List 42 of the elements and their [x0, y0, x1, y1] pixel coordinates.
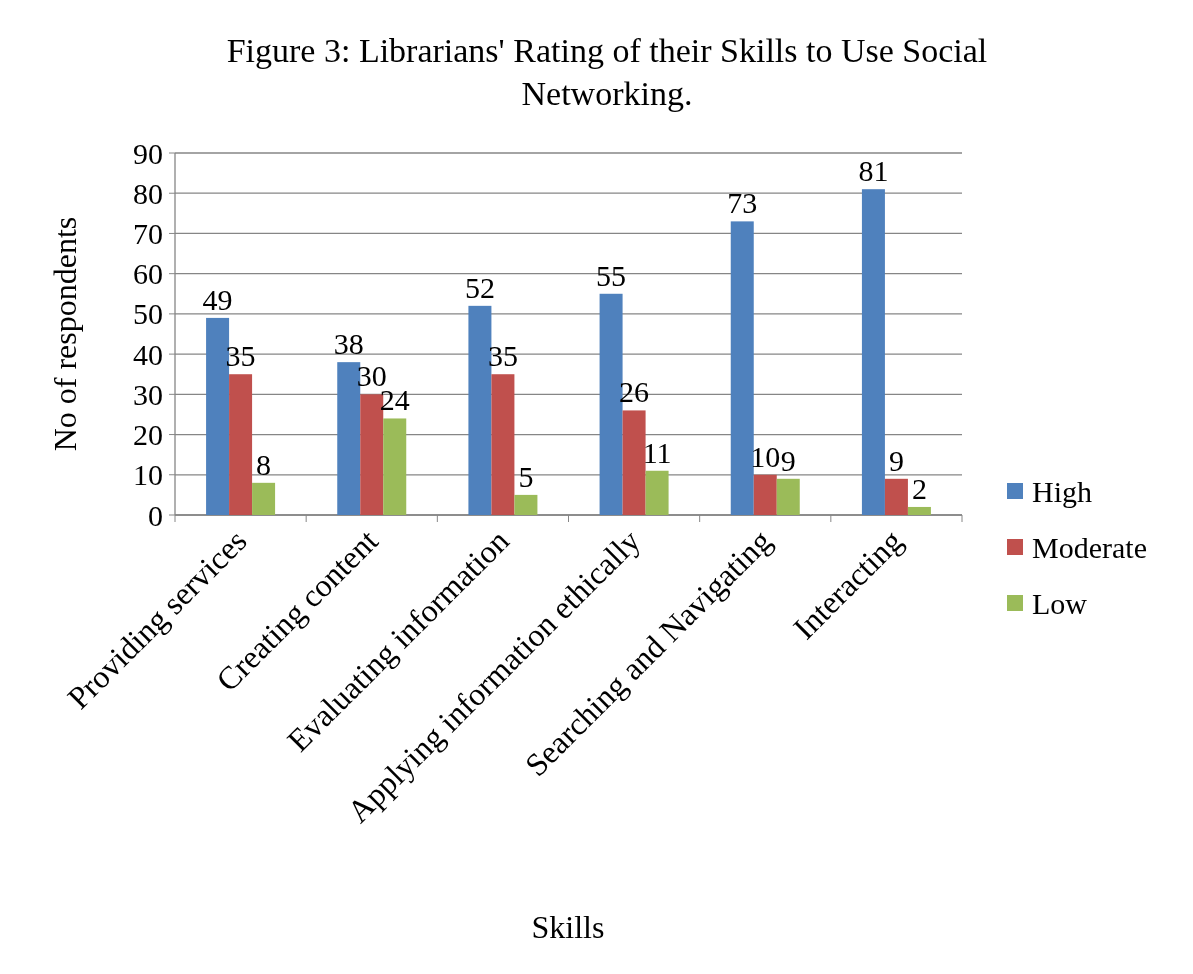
- y-tick-label: 0: [148, 498, 163, 532]
- bar: [383, 418, 407, 515]
- y-tick-label: 40: [133, 337, 163, 371]
- y-tick-label: 80: [133, 176, 163, 210]
- bar: [514, 494, 538, 515]
- x-axis-title: Skills: [531, 909, 605, 945]
- bar: [622, 410, 646, 515]
- legend-label: High: [1032, 474, 1092, 508]
- data-label: 10: [750, 439, 781, 473]
- data-label: 55: [596, 258, 627, 292]
- data-label: 81: [858, 154, 889, 188]
- data-label: 2: [911, 471, 927, 505]
- y-tick-label: 10: [133, 458, 163, 492]
- y-tick-label: 60: [133, 257, 163, 291]
- bar: [907, 506, 931, 515]
- chart-title: Figure 3: Librarians' Rating of their Skills to Use Social Networking.: [226, 32, 988, 112]
- legend-label: Moderate: [1032, 530, 1147, 564]
- bar: [730, 221, 754, 515]
- bar: [252, 482, 276, 515]
- bar: [776, 478, 800, 515]
- data-label: 52: [464, 270, 495, 304]
- y-tick-label: 30: [133, 377, 163, 411]
- y-axis-title: No of respondents: [47, 216, 83, 452]
- y-tick-label: 70: [133, 216, 163, 250]
- data-label: 11: [642, 435, 672, 469]
- bar: [491, 374, 515, 515]
- data-label: 5: [518, 459, 534, 493]
- data-label: 9: [780, 443, 796, 477]
- bar: [229, 374, 253, 515]
- y-tick-label: 20: [133, 418, 163, 452]
- legend-label: Low: [1032, 586, 1088, 620]
- bar: [884, 478, 908, 515]
- bar: [861, 189, 885, 515]
- bar: [753, 474, 777, 515]
- bar: [645, 470, 669, 515]
- y-tick-label: 90: [133, 136, 163, 170]
- data-label: 8: [256, 447, 272, 481]
- data-label: 73: [727, 186, 758, 220]
- data-label: 49: [202, 282, 233, 316]
- data-label: 9: [888, 443, 904, 477]
- data-label: 38: [333, 327, 364, 361]
- y-tick-label: 50: [133, 297, 163, 331]
